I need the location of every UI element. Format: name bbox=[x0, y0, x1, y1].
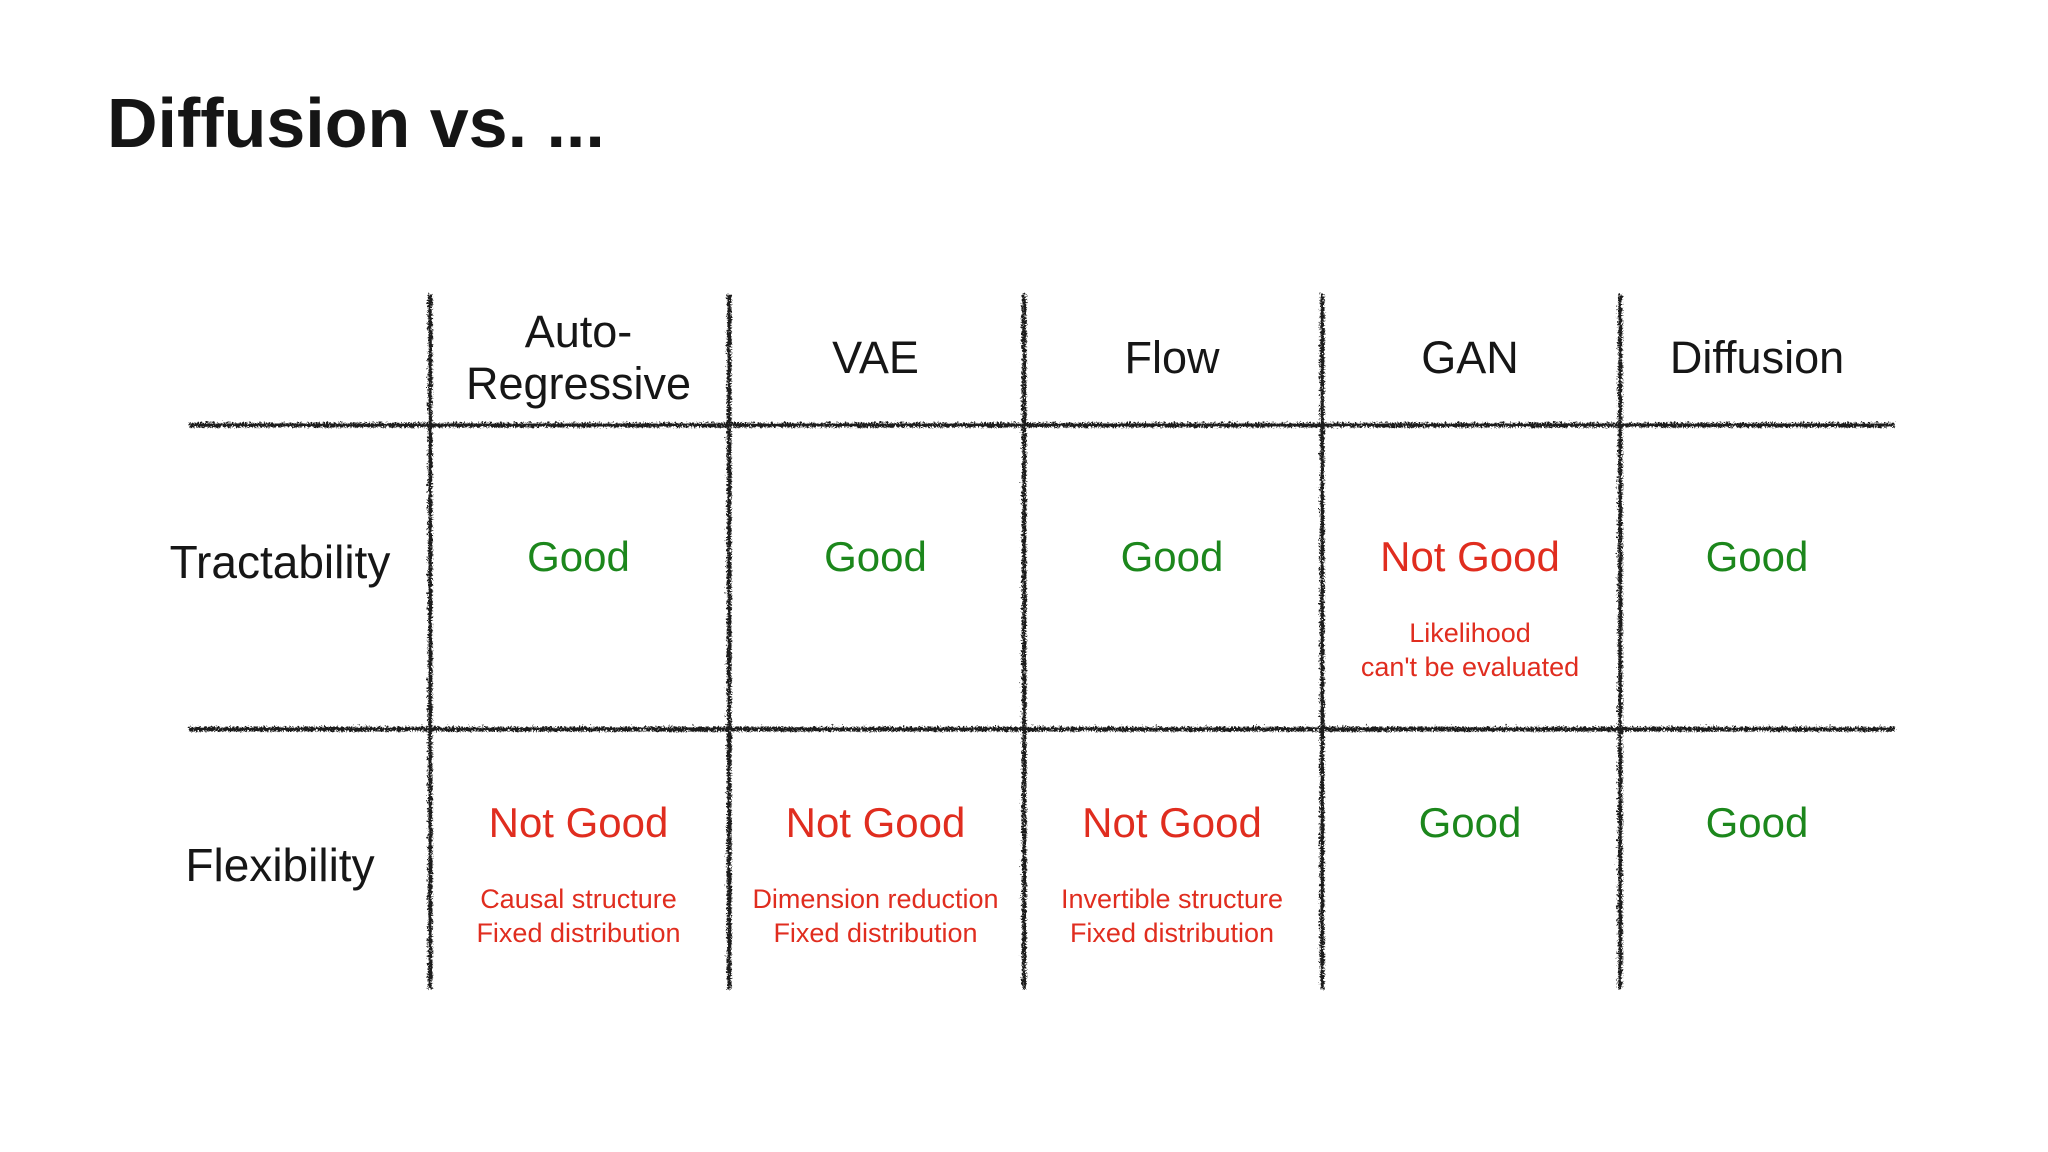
cell-tractability-vae: Good bbox=[728, 423, 1023, 727]
cell-flexibility-vae: Not Good Dimension reduction Fixed distr… bbox=[728, 727, 1023, 988]
status-text: Good bbox=[1120, 533, 1224, 580]
status-text: Not Good bbox=[1380, 533, 1560, 580]
slide-title: Diffusion vs. ... bbox=[107, 84, 605, 162]
status-note-line: Likelihood bbox=[1409, 618, 1531, 648]
status-text: Good bbox=[1705, 799, 1809, 846]
status-text: Good bbox=[527, 533, 630, 580]
status-text: Good bbox=[824, 533, 927, 580]
status-note-line: Fixed distribution bbox=[773, 918, 978, 948]
column-header-gan: GAN bbox=[1321, 293, 1619, 423]
status-text: Good bbox=[1418, 799, 1522, 846]
status-text: Not Good bbox=[488, 799, 669, 846]
status-text: Good bbox=[1705, 533, 1809, 580]
column-header-line: Flow bbox=[1124, 331, 1220, 383]
status-note: Likelihood can't be evaluated bbox=[1361, 616, 1579, 684]
row-label-tractability: Tractability bbox=[169, 536, 391, 588]
status-text: Not Good bbox=[785, 799, 966, 846]
cell-flexibility-flow: Not Good Invertible structure Fixed dist… bbox=[1023, 727, 1321, 988]
cell-tractability-auto-regressive: Good bbox=[429, 423, 728, 727]
row-label-flexibility: Flexibility bbox=[185, 839, 375, 891]
column-header-diffusion: Diffusion bbox=[1619, 293, 1895, 423]
cell-tractability-diffusion: Good bbox=[1619, 423, 1895, 727]
status-note: Dimension reduction Fixed distribution bbox=[752, 882, 998, 950]
status-note-line: Fixed distribution bbox=[476, 918, 681, 948]
status-note: Causal structure Fixed distribution bbox=[476, 882, 680, 950]
column-header-line: Diffusion bbox=[1669, 331, 1845, 383]
status-note-line: Dimension reduction bbox=[752, 884, 999, 914]
status-note-line: Fixed distribution bbox=[1069, 918, 1275, 948]
cell-tractability-flow: Good bbox=[1023, 423, 1321, 727]
status-note-line: Causal structure bbox=[480, 884, 677, 914]
column-header-line: Auto- bbox=[524, 305, 633, 357]
status-text: Not Good bbox=[1082, 799, 1262, 846]
status-note-line: Invertible structure bbox=[1060, 884, 1284, 914]
column-header-line: VAE bbox=[832, 331, 919, 383]
cell-flexibility-auto-regressive: Not Good Causal structure Fixed distribu… bbox=[429, 727, 728, 988]
column-header-line: Regressive bbox=[465, 358, 692, 409]
cell-flexibility-gan: Good bbox=[1321, 727, 1619, 988]
column-header-auto-regressive: Auto- Regressive bbox=[429, 293, 728, 423]
status-note: Invertible structure Fixed distribution bbox=[1061, 882, 1283, 950]
column-header-vae: VAE bbox=[728, 293, 1023, 423]
column-header-line: GAN bbox=[1421, 331, 1519, 383]
cell-flexibility-diffusion: Good bbox=[1619, 727, 1895, 988]
status-note-line: can't be evaluated bbox=[1360, 652, 1580, 682]
cell-tractability-gan: Not Good Likelihood can't be evaluated bbox=[1321, 423, 1619, 727]
column-header-flow: Flow bbox=[1023, 293, 1321, 423]
